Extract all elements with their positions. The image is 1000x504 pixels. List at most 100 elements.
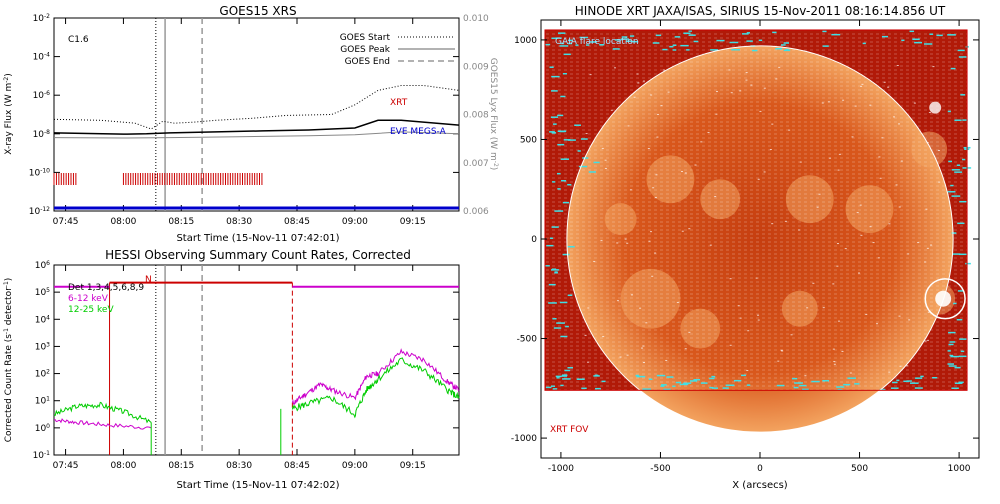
xrt-data-gap [648, 378, 653, 381]
hessi-series [53, 285, 460, 455]
xrt-image-panel: HINODE XRT JAXA/ISAS, SIRIUS 15-Nov-2011… [511, 4, 980, 491]
xrt-dot [876, 323, 879, 325]
xrt-dot [730, 92, 733, 94]
xrt-data-gap [554, 210, 564, 212]
xrt-dot [745, 72, 748, 74]
xrt-data-gap [580, 138, 588, 140]
xrt-dot [925, 208, 928, 210]
xrt-dot [707, 131, 710, 133]
xrt-data-gap [557, 188, 561, 190]
xrt-data-gap [614, 39, 622, 41]
hessi-y-tick-label: 104 [35, 314, 50, 326]
goes-y2-tick-label: 0.006 [463, 207, 489, 217]
xrt-data-gap [564, 369, 571, 372]
xrt-dot [759, 110, 762, 112]
goes-ylabel: X-ray Flux (W m-2) [3, 73, 15, 154]
xrt-data-gap [731, 49, 740, 51]
goes-y2-tick-label: 0.010 [463, 14, 489, 24]
xrt-dot [604, 159, 607, 161]
xrt-data-gap [836, 386, 845, 388]
xrt-data-gap [957, 222, 965, 225]
goes-xrs-panel: GOES15 XRS 10-12 10-10 10-8 10-6 10-4 10-2 0.… [3, 4, 500, 244]
xrt-dot [804, 375, 807, 377]
xrt-dot [763, 87, 766, 89]
xrt-dot [757, 178, 760, 180]
xrt-data-gap [688, 34, 696, 36]
xrt-dot [642, 362, 645, 364]
xrt-dot [908, 319, 911, 321]
xrt-dot [865, 313, 868, 315]
xrt-dot [642, 345, 645, 347]
xrt-dot [860, 85, 863, 87]
xrt-data-gap [559, 130, 566, 133]
xrt-dot [869, 104, 872, 106]
goes-x-tick-label: 09:00 [342, 217, 368, 227]
hessi-y-tick-label: 10-1 [33, 450, 51, 462]
xrt-dot [806, 307, 809, 309]
xrt-data-gap [716, 39, 725, 42]
xrt-data-gap [551, 226, 559, 228]
xrt-data-gap [675, 381, 682, 384]
xrt-scan-texture [544, 29, 968, 391]
goes-x-tick-label: 09:15 [400, 217, 426, 227]
xrt-dot [624, 238, 627, 240]
xrt-data-gap [652, 42, 660, 44]
xrt-data-gap [799, 384, 807, 387]
xrt-data-gap [948, 343, 954, 346]
xrt-dot [827, 101, 830, 103]
xrt-dot [729, 278, 732, 280]
hessi-low-post [291, 348, 460, 406]
hessi-legend-low: 6-12 keV [68, 294, 109, 304]
hessi-x-tick-label: 08:15 [168, 461, 194, 471]
xrt-dot [714, 196, 717, 198]
xrt-fov-label: XRT FOV [550, 425, 589, 435]
xrt-dot [589, 74, 592, 76]
xrt-dot [639, 307, 642, 309]
xrt-data-gap [746, 40, 753, 42]
xrt-dot [676, 301, 679, 303]
xrt-data-gap [660, 385, 665, 387]
xrt-dot [833, 361, 836, 363]
xrt-data-gap [960, 94, 966, 96]
goes-legend-end: GOES End [345, 57, 390, 67]
hessi-night-label: N [145, 275, 152, 285]
xrt-data-gap [560, 42, 565, 45]
xrt-data-gap [551, 90, 558, 92]
xrt-data-gap [822, 379, 829, 382]
xrt-data-gap [562, 201, 570, 204]
xrt-x-ticks: -1000 -500 0 500 1000 [548, 20, 971, 474]
xrt-dot [660, 105, 663, 107]
xrt-dot [700, 141, 703, 143]
xrt-dot [642, 80, 645, 82]
xrt-data-gap [552, 181, 556, 183]
xrt-data-gap [679, 383, 689, 386]
xrt-data-gap [915, 377, 923, 379]
xrt-data-gap [950, 67, 956, 70]
xrt-dot [860, 234, 863, 236]
xrt-dot [821, 102, 824, 104]
xrt-dot [926, 247, 929, 249]
goes-y2-tick-label: 0.009 [463, 62, 489, 72]
xrt-data-gap [551, 268, 557, 270]
xrt-image-area [544, 29, 972, 433]
xrt-data-gap [662, 48, 668, 51]
xrt-dot [627, 125, 630, 127]
xrt-data-gap [961, 158, 966, 161]
xrt-dot [836, 265, 839, 267]
xrt-xlabel: X (arcsecs) [732, 480, 788, 491]
xrt-dot [745, 79, 748, 81]
xrt-data-gap [642, 388, 652, 390]
xrt-data-gap [585, 44, 590, 46]
xrt-data-gap [621, 36, 628, 38]
goes-x-tick-label: 07:45 [53, 217, 79, 227]
xrt-dot [790, 334, 793, 336]
xrt-data-gap [881, 35, 889, 38]
xrt-data-gap [565, 325, 569, 328]
xrt-data-gap [783, 42, 790, 44]
xrt-data-gap [862, 42, 866, 45]
goes-y2-ticks: 0.006 0.007 0.008 0.009 0.010 [463, 14, 489, 217]
xrt-dot [883, 81, 886, 83]
xrt-y-tick-label: -500 [517, 335, 538, 345]
xrt-dot [836, 243, 839, 245]
xrt-dot [626, 242, 629, 244]
